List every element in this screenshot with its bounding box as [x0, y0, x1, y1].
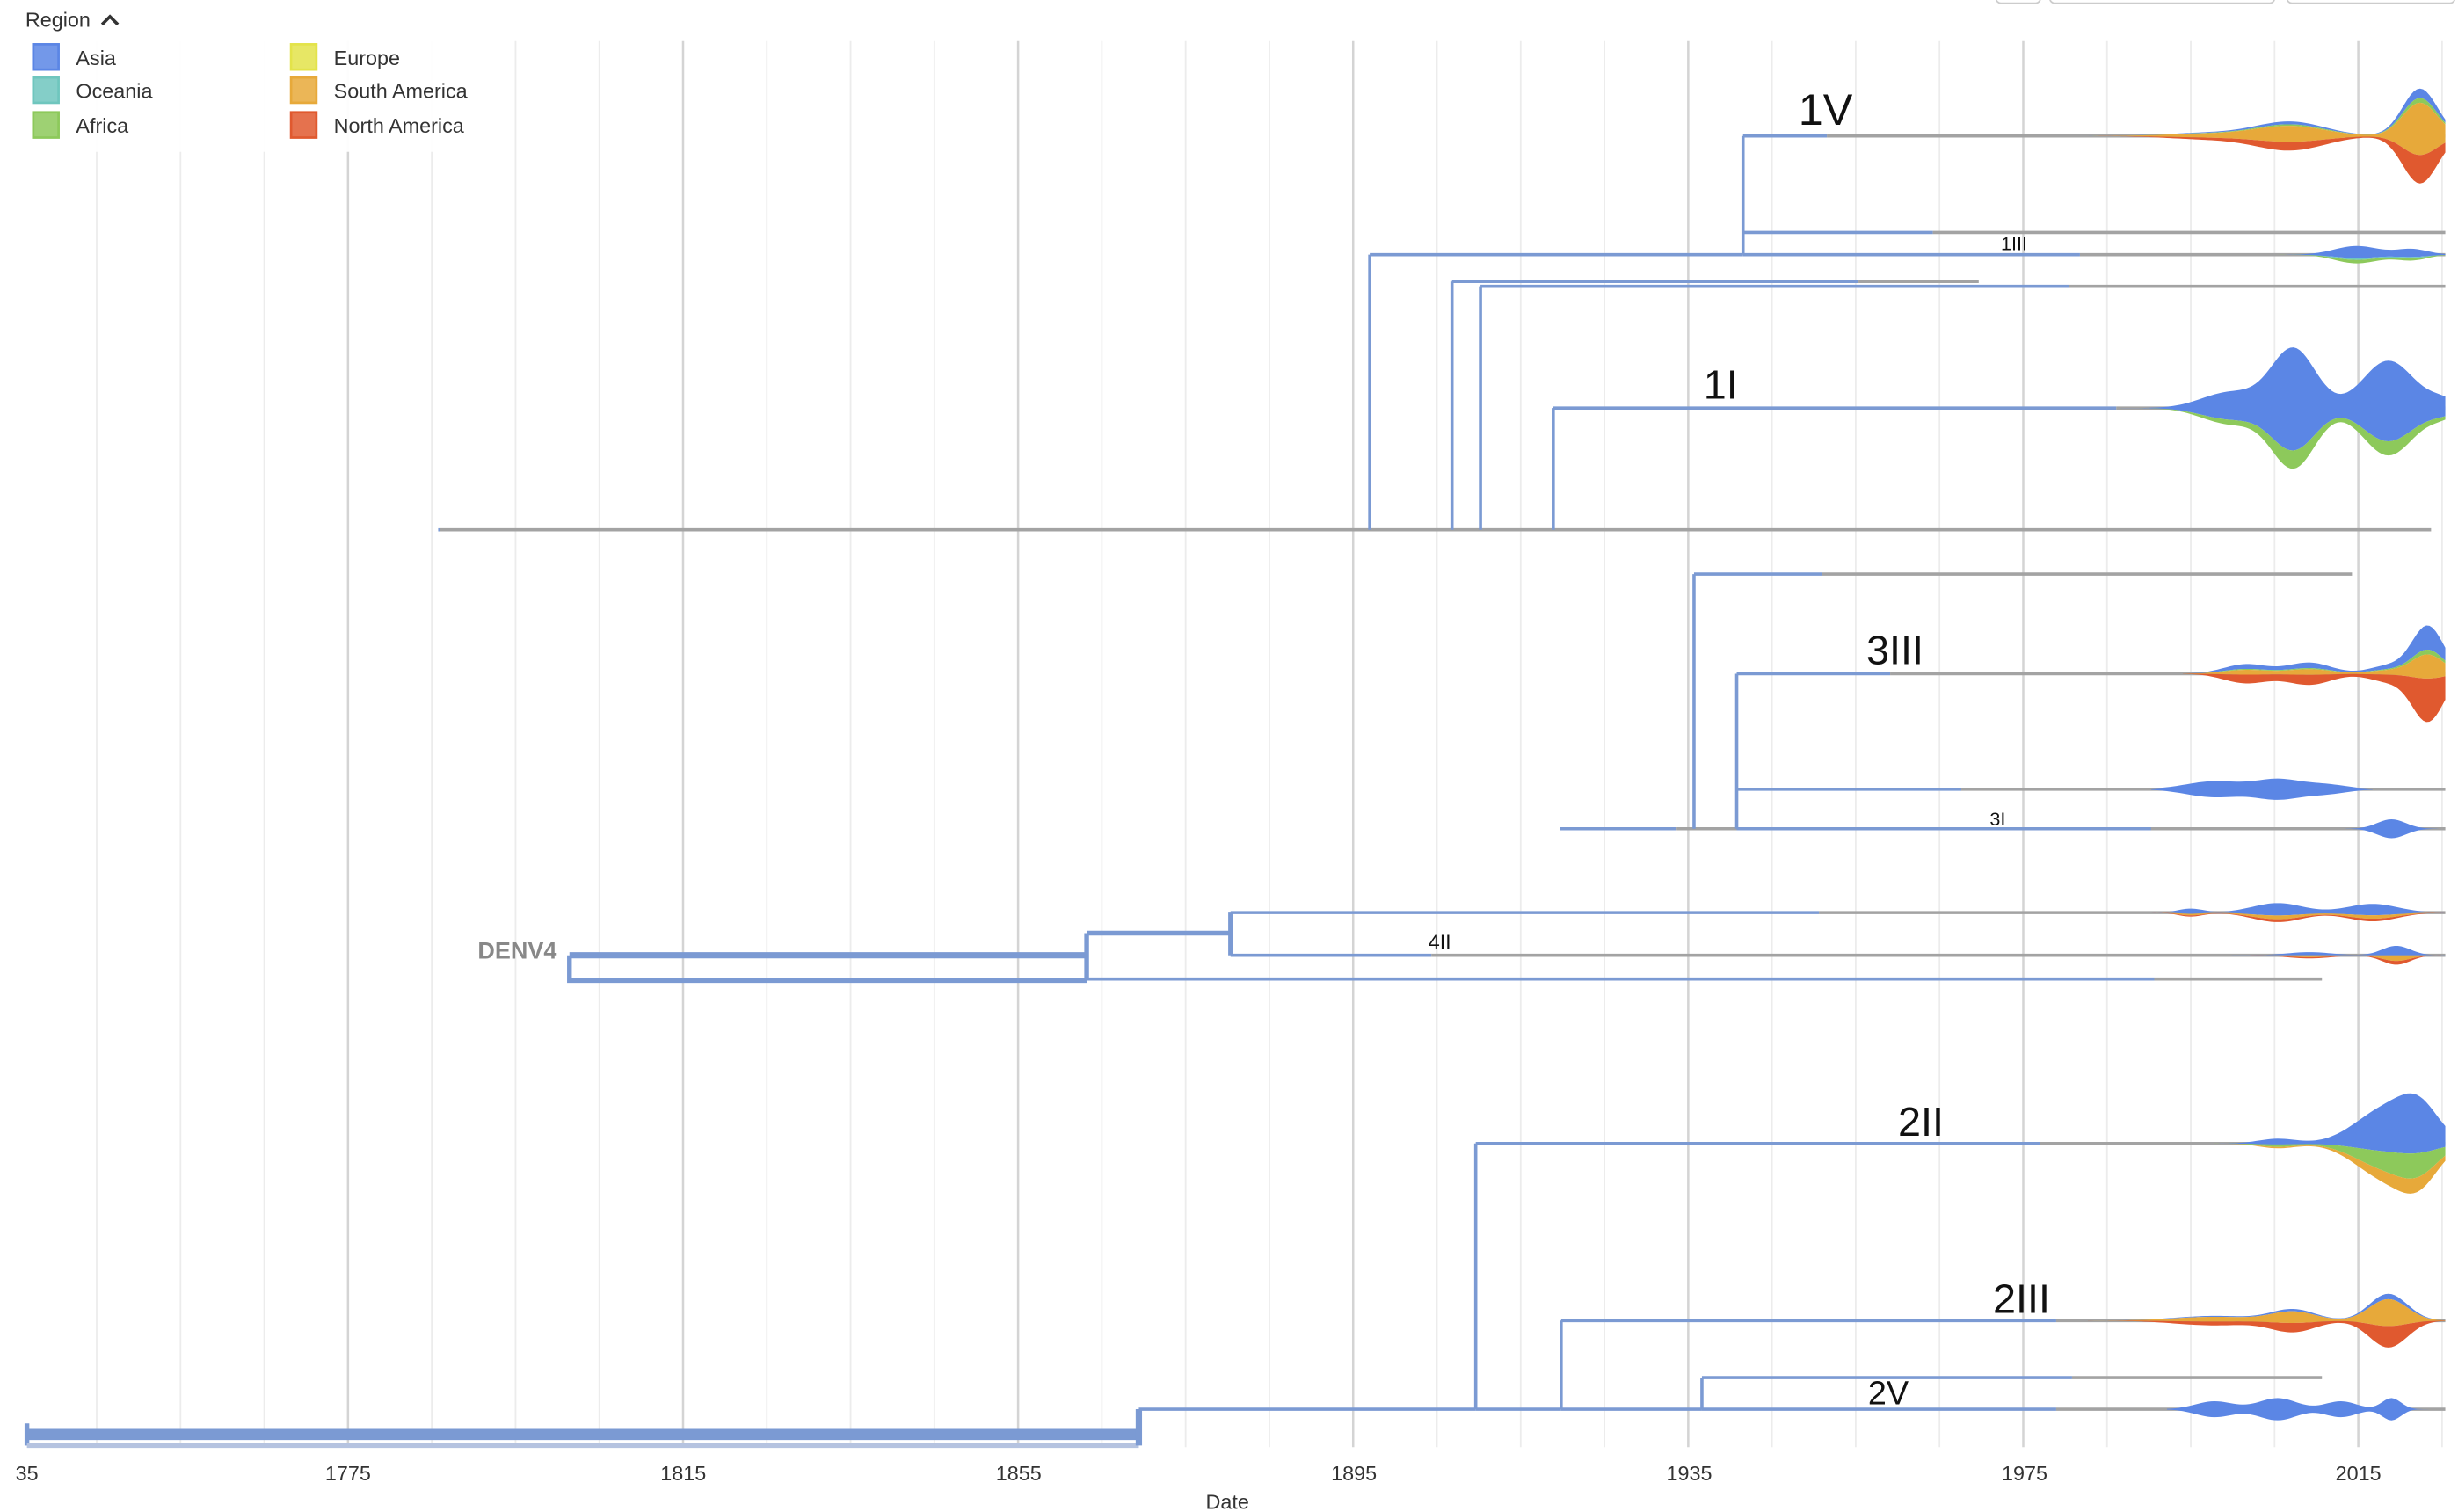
legend-swatch — [32, 111, 60, 139]
stream-band-south-america — [2182, 654, 2446, 679]
clade-label: 2II — [1898, 1099, 1944, 1145]
tree-branch — [567, 955, 1087, 984]
top-controls — [1995, 0, 2455, 4]
stream-band-asia — [2214, 1093, 2446, 1154]
control-button-large[interactable] — [2287, 0, 2455, 4]
x-tick-label: 1775 — [325, 1462, 371, 1485]
legend-label: South America — [334, 80, 468, 103]
x-tick-label: 1815 — [660, 1462, 706, 1485]
stream-band-asia — [2340, 818, 2446, 839]
clade-label: DENV4 — [477, 937, 556, 963]
stream-4II — [2150, 903, 2446, 922]
legend-item-south-america[interactable]: South America — [289, 76, 468, 105]
clade-label: 4II — [1429, 930, 1451, 953]
stream-band-north-america — [2182, 955, 2446, 965]
x-tick-label: 2015 — [2336, 1462, 2382, 1485]
region-streams — [2055, 88, 2446, 1421]
legend-swatch — [32, 76, 60, 105]
clade-label: 1III — [2001, 232, 2027, 254]
stream-band-north-america — [2087, 1320, 2446, 1348]
stream-band-north-america — [2055, 135, 2446, 184]
legend-label: Europe — [334, 47, 400, 69]
tree-branches — [24, 134, 2446, 1449]
stream-1V — [2055, 88, 2446, 184]
stream-band-asia — [2182, 625, 2446, 674]
stream-3Ib — [2340, 818, 2446, 839]
legend-swatch — [289, 76, 318, 105]
stream-3III — [2182, 625, 2446, 723]
legend-label: North America — [334, 114, 464, 137]
gridlines — [96, 40, 2443, 1448]
legend-item-north-america[interactable]: North America — [289, 111, 464, 139]
stream-band-south-america — [2182, 955, 2446, 962]
legend-swatch — [32, 43, 60, 71]
legend-swatch — [289, 111, 318, 139]
x-tick-label: 1855 — [996, 1462, 1042, 1485]
stream-band-south-america — [2055, 102, 2446, 156]
stream-band-asia — [2150, 903, 2446, 916]
stream-3I — [2150, 778, 2373, 800]
stream-band-asia — [2166, 1398, 2446, 1421]
stream-band-africa — [2214, 1143, 2446, 1179]
stream-band-africa — [2119, 408, 2446, 469]
stream-band-africa — [2277, 254, 2446, 264]
stream-band-africa — [2182, 649, 2446, 674]
stream-4IIb — [2182, 945, 2446, 965]
chevron-up-icon — [100, 14, 120, 26]
legend-label: Oceania — [76, 80, 152, 103]
stream-band-asia — [2182, 945, 2446, 956]
x-tick-label: 1975 — [2002, 1462, 2047, 1485]
legend-item-oceania[interactable]: Oceania — [32, 76, 153, 105]
stream-band-south-america — [2087, 1298, 2446, 1327]
stream-2II — [2214, 1093, 2446, 1194]
stream-band-asia — [2150, 778, 2373, 800]
stream-1III — [2277, 245, 2446, 264]
stream-band-oceania — [2277, 254, 2446, 260]
legend-label: Africa — [76, 114, 128, 137]
stream-1I — [2119, 347, 2446, 469]
clade-label: 1V — [1799, 84, 1853, 134]
legend: Region Asia Oceania Africa Europe South Amer… — [0, 0, 506, 152]
stream-band-south-america — [2150, 912, 2446, 920]
clade-labels: 1V 1III 1I 3III 3I DENV4 4II 2II 2III 2V — [477, 84, 2050, 1413]
x-tick-label: 1895 — [1331, 1462, 1377, 1485]
stream-2III — [2087, 1293, 2446, 1348]
clade-label: 2V — [1868, 1376, 1909, 1413]
legend-item-africa[interactable]: Africa — [32, 111, 128, 139]
stream-band-south-america — [2214, 1143, 2446, 1194]
clade-label: 2III — [1993, 1276, 2050, 1321]
legend-item-asia[interactable]: Asia — [32, 43, 116, 71]
clade-label: 3III — [1866, 628, 1923, 673]
x-axis: 35 1775 1815 1855 1895 1935 1975 2015 — [16, 1462, 2382, 1485]
stream-band-north-america — [2182, 673, 2446, 723]
legend-background — [0, 0, 506, 152]
legend-label: Asia — [76, 47, 115, 69]
legend-items: Asia Oceania Africa Europe South America Nort… — [32, 43, 468, 139]
stream-band-asia — [2277, 245, 2446, 258]
control-button-medium[interactable] — [2049, 0, 2275, 4]
clade-label: 1I — [1704, 361, 1738, 407]
legend-toggle[interactable]: Region — [25, 9, 120, 32]
stream-band-north-america — [2150, 912, 2446, 922]
x-tick-label: 1935 — [1667, 1462, 1713, 1485]
control-button-small[interactable] — [1995, 0, 2041, 4]
legend-item-europe[interactable]: Europe — [289, 43, 400, 71]
clade-label: 3I — [1989, 808, 2005, 830]
stream-2V — [2166, 1398, 2446, 1421]
stream-band-asia — [2119, 347, 2446, 451]
x-axis-label: Date — [1206, 1490, 1249, 1512]
x-tick-label: 35 — [16, 1462, 39, 1485]
legend-swatch — [289, 43, 318, 71]
legend-title: Region — [25, 9, 91, 32]
